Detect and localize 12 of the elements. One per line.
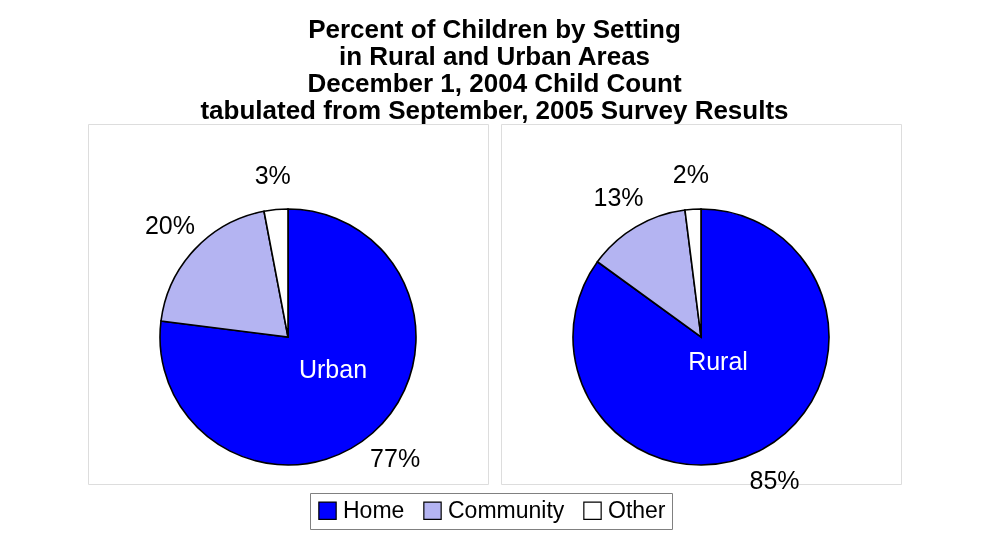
chart-title: Percent of Children by Setting in Rural and Urban Areas December 1, 2004 Child Count tabulated from September, 2005 Survey Results — [200, 13, 789, 125]
data-label: 20% — [144, 211, 195, 240]
data-label: 13% — [593, 182, 644, 211]
legend-label: Other — [608, 496, 666, 523]
slice-label: Urban — [298, 355, 368, 383]
data-label: 85% — [749, 466, 800, 495]
slice-label: Rural — [688, 347, 748, 375]
data-label: 3% — [254, 160, 291, 189]
legend-label: Community — [448, 496, 565, 523]
data-label: 77% — [370, 443, 421, 472]
legend-label: Home — [343, 496, 405, 523]
data-label: 2% — [672, 160, 709, 189]
